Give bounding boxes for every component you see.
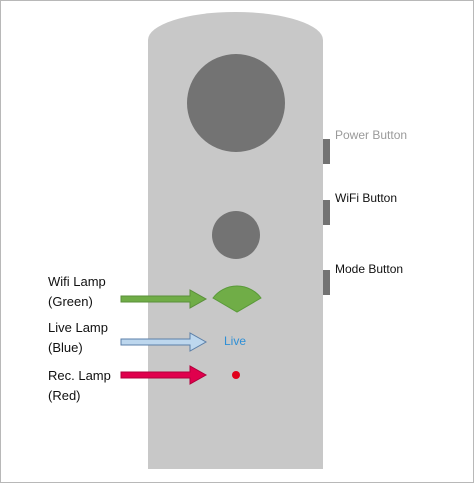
rec-lamp-arrow bbox=[120, 365, 208, 385]
rec-lamp bbox=[232, 371, 240, 379]
live-lamp-label-line1: Live Lamp bbox=[48, 320, 108, 335]
live-lamp-label-line2: (Blue) bbox=[48, 340, 83, 355]
rec-lamp-label-line1: Rec. Lamp bbox=[48, 368, 111, 383]
live-lamp-label: Live Lamp (Blue) bbox=[48, 318, 108, 358]
live-lamp-arrow bbox=[120, 332, 208, 352]
wifi-lamp-arrow bbox=[120, 289, 208, 309]
wifi-lamp-label: Wifi Lamp (Green) bbox=[48, 272, 106, 312]
live-indicator-text: Live bbox=[224, 334, 247, 348]
rec-lamp-label-line2: (Red) bbox=[48, 388, 81, 403]
wifi-button-label: WiFi Button bbox=[335, 191, 398, 205]
wifi-lamp bbox=[212, 285, 262, 313]
main-lens bbox=[187, 54, 285, 152]
wifi-button[interactable] bbox=[323, 200, 330, 225]
mode-button[interactable] bbox=[323, 270, 330, 295]
secondary-lens bbox=[212, 211, 260, 259]
wifi-lamp-label-line2: (Green) bbox=[48, 294, 93, 309]
power-button-label: Power Button bbox=[335, 128, 408, 142]
rec-lamp-label: Rec. Lamp (Red) bbox=[48, 366, 111, 406]
mode-button-label: Mode Button bbox=[335, 262, 404, 276]
power-button[interactable] bbox=[323, 139, 330, 164]
wifi-lamp-label-line1: Wifi Lamp bbox=[48, 274, 106, 289]
